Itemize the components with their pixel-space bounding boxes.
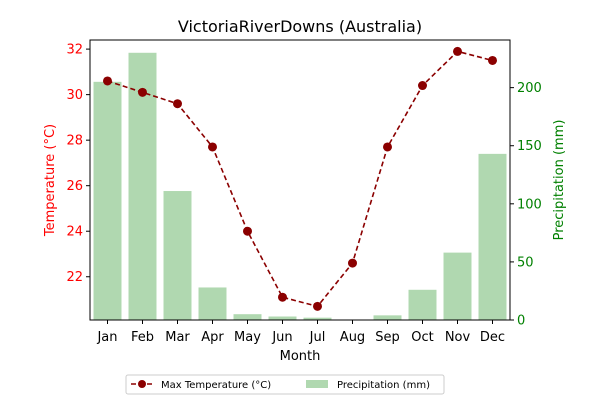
legend: Max Temperature (°C) Precipitation (mm) xyxy=(125,374,445,395)
legend-frame xyxy=(125,374,445,395)
left-tick-label: 28 xyxy=(66,134,83,149)
x-tick-label: Mar xyxy=(165,330,190,345)
bar-mar xyxy=(163,191,192,320)
bar-sep xyxy=(373,315,402,320)
bar-dec xyxy=(478,153,507,320)
temperature-series-line xyxy=(107,50,493,308)
point-apr xyxy=(208,142,217,152)
x-tick-label: Feb xyxy=(131,330,154,345)
point-jan xyxy=(103,76,112,86)
chart-title: VictoriaRiverDowns (Australia) xyxy=(178,17,422,36)
precipitation-bars xyxy=(93,52,507,320)
x-tick-label: Oct xyxy=(411,330,433,345)
point-aug xyxy=(348,258,357,268)
bar-jun xyxy=(268,316,297,320)
point-feb xyxy=(138,87,147,97)
legend-label-precipitation: Precipitation (mm) xyxy=(337,380,430,391)
bar-jan xyxy=(93,81,122,320)
bar-may xyxy=(233,314,262,320)
point-may xyxy=(243,226,252,236)
x-axis-label: Month xyxy=(280,349,321,364)
point-sep xyxy=(383,142,392,152)
x-tick-label: Nov xyxy=(445,330,471,345)
legend-bar-swatch xyxy=(306,380,328,388)
left-axis-ticks: 22 24 26 28 30 32 xyxy=(66,43,90,285)
right-axis-label: Precipitation (mm) xyxy=(552,120,567,241)
x-tick-label: Jul xyxy=(309,330,326,345)
bar-oct xyxy=(408,289,437,320)
right-tick-label: 150 xyxy=(517,139,542,154)
point-nov xyxy=(453,46,462,56)
left-tick-label: 32 xyxy=(66,43,83,58)
legend-label-temperature: Max Temperature (°C) xyxy=(161,380,271,391)
point-oct xyxy=(418,81,427,91)
bar-jul xyxy=(303,317,332,320)
point-jul xyxy=(313,301,322,311)
left-axis-label: Temperature (°C) xyxy=(43,124,58,237)
x-tick-label: Jan xyxy=(96,330,117,345)
left-tick-label: 26 xyxy=(66,179,83,194)
right-tick-label: 0 xyxy=(517,314,525,329)
plot-frame xyxy=(89,39,511,321)
x-tick-label: Apr xyxy=(201,330,224,345)
bar-nov xyxy=(443,252,472,320)
x-axis-ticks: Jan Feb Mar Apr May Jun Jul Aug Sep Oct Nov Dec xyxy=(96,320,505,345)
point-jun xyxy=(278,292,287,302)
x-tick-label: Jun xyxy=(271,330,292,345)
bar-apr xyxy=(198,287,227,320)
right-axis-ticks: 0 50 100 150 200 xyxy=(510,81,542,329)
temperature-line xyxy=(103,46,497,311)
bar-feb xyxy=(128,52,157,320)
legend-line-marker xyxy=(138,380,146,388)
point-dec xyxy=(488,55,497,65)
left-tick-label: 22 xyxy=(66,270,83,285)
x-tick-label: Dec xyxy=(480,330,505,345)
x-tick-label: Sep xyxy=(375,330,400,345)
right-tick-label: 100 xyxy=(517,197,542,212)
right-tick-label: 50 xyxy=(517,255,534,270)
x-tick-label: May xyxy=(234,330,261,345)
point-mar xyxy=(173,99,182,109)
left-tick-label: 24 xyxy=(66,225,83,240)
x-tick-label: Aug xyxy=(340,330,365,345)
right-tick-label: 200 xyxy=(517,81,542,96)
left-tick-label: 30 xyxy=(66,88,83,103)
